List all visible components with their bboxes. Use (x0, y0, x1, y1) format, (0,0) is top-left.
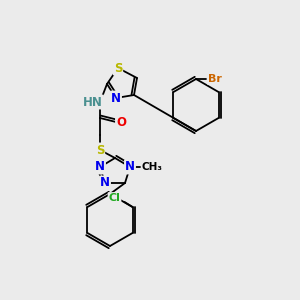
Text: N: N (100, 176, 110, 190)
Text: N: N (125, 160, 135, 173)
Text: Cl: Cl (109, 193, 121, 203)
Text: O: O (116, 116, 126, 128)
Text: S: S (96, 143, 104, 157)
Text: S: S (114, 61, 122, 74)
Text: N: N (111, 92, 121, 104)
Text: HN: HN (83, 95, 103, 109)
Text: N: N (95, 160, 105, 173)
Text: Br: Br (208, 74, 222, 84)
Text: CH₃: CH₃ (142, 162, 163, 172)
